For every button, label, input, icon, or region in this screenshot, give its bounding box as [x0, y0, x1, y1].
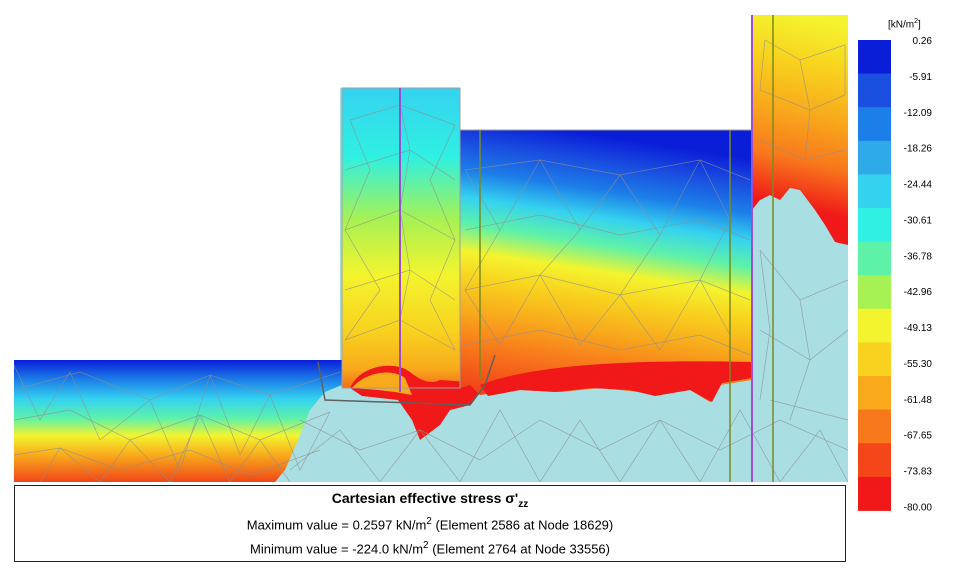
legend-swatch	[858, 107, 891, 142]
legend-tick-label: -61.48	[904, 395, 933, 406]
legend-swatch	[858, 409, 891, 444]
legend-swatch	[858, 73, 891, 108]
legend-swatch	[858, 342, 891, 377]
maximum-value-line: Maximum value = 0.2597 kN/m2 (Element 25…	[246, 516, 614, 533]
excavation-bracing	[317, 354, 496, 406]
legend-swatch	[858, 140, 891, 175]
legend-tick-label: -49.13	[904, 323, 933, 334]
legend-tick-label: -42.96	[904, 287, 933, 298]
finite-element-mesh	[14, 39, 848, 482]
legend-tick-label: 0.26	[913, 36, 933, 47]
middle-block-stress-zone	[460, 130, 752, 402]
legend-tick-label: -24.44	[904, 180, 933, 191]
legend-swatch	[858, 174, 891, 209]
legend-swatch	[858, 308, 891, 343]
minimum-value-line: Minimum value = -224.0 kN/m2 (Element 27…	[250, 540, 610, 557]
left-ground-stress-zone	[14, 360, 342, 482]
legend-tick-label: -18.26	[904, 144, 933, 155]
legend-tick-label: -80.00	[904, 502, 933, 513]
caption-title: Cartesian effective stress σ'zz	[331, 490, 529, 510]
legend-swatch	[858, 40, 891, 75]
right-block-stress-zone	[752, 15, 848, 245]
structural-elements	[317, 15, 774, 482]
legend-tick-label: -5.91	[909, 72, 932, 83]
legend-tick-label: -55.30	[904, 359, 933, 370]
legend-tick-label: -67.65	[904, 431, 933, 442]
legend-swatch	[858, 376, 891, 411]
legend-swatch	[858, 443, 891, 478]
legend-tick-label: -36.78	[904, 251, 933, 262]
color-legend: 0.26 -5.91 -12.09 -18.26 -24.44 -30.61 -36.78 -…	[858, 36, 932, 513]
legend-tick-label: -12.09	[904, 108, 933, 119]
legend-swatch	[858, 208, 891, 243]
legend-swatch	[858, 476, 891, 511]
legend-swatch	[858, 275, 891, 310]
legend-swatch	[858, 241, 891, 276]
middle-block-red-band	[480, 361, 752, 402]
legend-tick-label: -73.83	[904, 467, 933, 478]
legend-tick-label: -30.61	[904, 215, 933, 226]
results-caption-box: Cartesian effective stress σ'zz Maximum …	[14, 485, 846, 562]
legend-unit-label: [kN/m2]	[888, 18, 921, 31]
